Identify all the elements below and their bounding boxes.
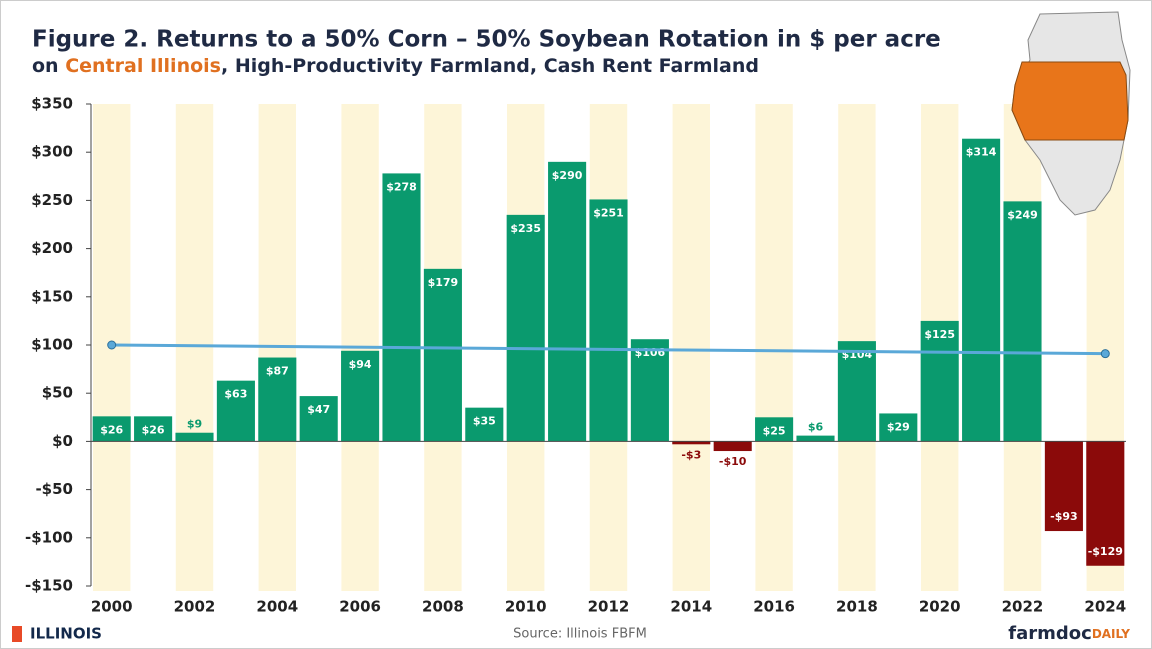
y-tick-label: $100 bbox=[31, 336, 73, 354]
value-label: $63 bbox=[224, 388, 247, 401]
value-label: $9 bbox=[187, 418, 202, 431]
value-label: $26 bbox=[100, 423, 123, 436]
logo-left: ILLINOIS bbox=[30, 625, 102, 643]
y-tick-label: $0 bbox=[52, 432, 73, 450]
chart-title: Figure 2. Returns to a 50% Corn – 50% So… bbox=[32, 27, 941, 53]
bar bbox=[879, 413, 918, 442]
value-label: $25 bbox=[763, 424, 786, 437]
value-label: $235 bbox=[510, 222, 541, 235]
value-label: $87 bbox=[266, 365, 289, 378]
subtitle-part: on bbox=[32, 55, 65, 77]
bar bbox=[134, 416, 173, 442]
bar bbox=[341, 350, 380, 442]
trend-point bbox=[1100, 349, 1110, 359]
value-label: -$93 bbox=[1050, 510, 1078, 523]
bar bbox=[382, 173, 421, 442]
bar bbox=[465, 407, 504, 442]
value-label: $179 bbox=[428, 276, 459, 289]
logo-word: farmdoc bbox=[1008, 623, 1092, 644]
bar bbox=[175, 432, 214, 442]
trend-point bbox=[107, 340, 117, 350]
bar bbox=[1086, 441, 1125, 566]
x-tick-label: 2014 bbox=[670, 598, 712, 616]
bar bbox=[755, 417, 794, 442]
bar bbox=[837, 341, 876, 442]
bar bbox=[630, 339, 669, 442]
value-label: $290 bbox=[552, 169, 583, 182]
bar bbox=[713, 441, 752, 452]
source: Source: Illinois FBFM bbox=[513, 627, 647, 642]
x-tick-label: 2016 bbox=[753, 598, 795, 616]
value-label: $6 bbox=[808, 421, 824, 434]
value-label: -$3 bbox=[681, 448, 701, 461]
value-label: $47 bbox=[307, 403, 330, 416]
x-tick-label: 2000 bbox=[91, 598, 133, 616]
x-tick-label: 2024 bbox=[1084, 598, 1126, 616]
x-tick-label: 2002 bbox=[174, 598, 216, 616]
value-label: $35 bbox=[473, 415, 496, 428]
bar bbox=[1044, 441, 1083, 532]
value-label: $125 bbox=[924, 328, 955, 341]
value-label: $94 bbox=[349, 358, 372, 371]
subtitle-highlight: Central Illinois bbox=[65, 55, 221, 77]
bar bbox=[216, 380, 255, 442]
bar bbox=[962, 138, 1001, 442]
y-tick-label: $250 bbox=[31, 191, 73, 209]
x-tick-label: 2010 bbox=[505, 598, 547, 616]
logo-right: farmdocDAILY bbox=[1008, 623, 1130, 644]
value-label: $278 bbox=[386, 180, 417, 193]
value-label: $249 bbox=[1007, 208, 1038, 221]
x-tick-label: 2008 bbox=[422, 598, 464, 616]
value-label: -$10 bbox=[719, 455, 747, 468]
value-label: $29 bbox=[887, 420, 910, 433]
bar bbox=[92, 416, 131, 442]
chart-subtitle: on Central Illinois, High-Productivity F… bbox=[32, 55, 759, 77]
x-tick-label: 2018 bbox=[836, 598, 878, 616]
bar bbox=[548, 161, 587, 442]
bar bbox=[506, 214, 545, 442]
y-tick-label: $50 bbox=[42, 384, 73, 402]
value-label: $314 bbox=[966, 146, 997, 159]
bar bbox=[258, 357, 297, 442]
bar bbox=[589, 199, 628, 442]
y-tick-label: -$100 bbox=[25, 528, 73, 546]
logo-word: DAILY bbox=[1092, 627, 1130, 641]
central-region bbox=[1011, 61, 1129, 141]
x-tick-label: 2020 bbox=[919, 598, 961, 616]
y-tick-label: $200 bbox=[31, 239, 73, 257]
y-tick-label: $150 bbox=[31, 287, 73, 305]
y-tick-label: $350 bbox=[31, 95, 73, 113]
x-tick-label: 2006 bbox=[339, 598, 381, 616]
value-label: $26 bbox=[142, 423, 165, 436]
value-label: $251 bbox=[593, 206, 624, 219]
illinois-map bbox=[1011, 11, 1131, 216]
value-label: -$129 bbox=[1088, 545, 1123, 558]
bar bbox=[423, 268, 462, 442]
y-tick-label: $300 bbox=[31, 143, 73, 161]
bar bbox=[299, 396, 338, 442]
x-tick-label: 2012 bbox=[588, 598, 630, 616]
bar bbox=[1003, 201, 1042, 442]
y-tick-label: -$150 bbox=[25, 577, 73, 595]
logo-mark bbox=[12, 626, 22, 642]
y-tick-label: -$50 bbox=[35, 480, 73, 498]
x-tick-label: 2004 bbox=[256, 598, 298, 616]
band-shade bbox=[175, 104, 214, 591]
subtitle-part: , High-Productivity Farmland, Cash Rent … bbox=[221, 55, 759, 77]
band-shade bbox=[755, 104, 793, 591]
band-shade bbox=[672, 104, 710, 591]
x-tick-label: 2022 bbox=[1002, 598, 1044, 616]
trend-line bbox=[111, 343, 1106, 356]
bar bbox=[796, 435, 835, 442]
bar bbox=[672, 441, 711, 445]
bar bbox=[920, 320, 959, 442]
